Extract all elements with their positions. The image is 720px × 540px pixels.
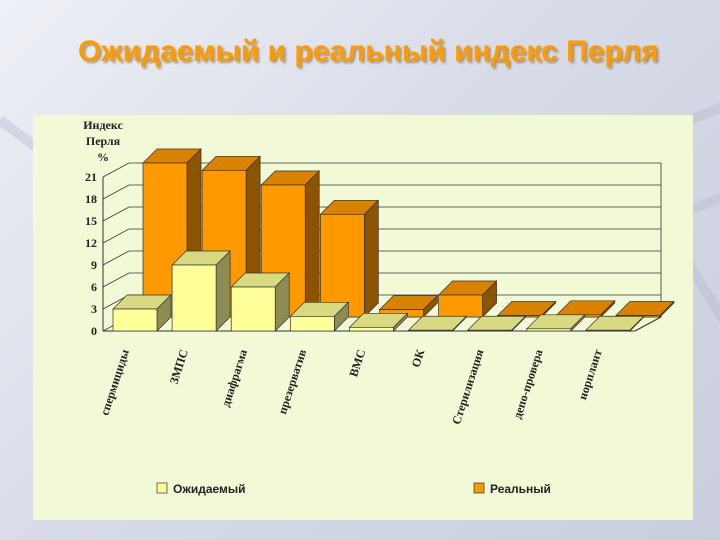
- bar-real-side: [304, 170, 320, 318]
- bar-real-top: [555, 300, 616, 316]
- legend-label-real: Реальный: [490, 482, 551, 496]
- gridline-side: [102, 228, 130, 244]
- y-tick-label: 9: [91, 258, 97, 272]
- y-tick-label: 15: [85, 214, 97, 228]
- x-tick-label: ВМС: [346, 348, 368, 379]
- x-tick-label: спермициды: [97, 347, 132, 417]
- x-tick-label: Стерилизация: [449, 347, 487, 426]
- y-tick-label: 21: [85, 170, 97, 184]
- x-tick-label: ОК: [409, 347, 428, 369]
- x-tick-label: диафрагма: [218, 348, 250, 409]
- floor-edge: [634, 316, 662, 332]
- bar-expected: [230, 286, 276, 332]
- bar-expected: [289, 315, 335, 332]
- gridline-side: [102, 206, 130, 222]
- bar-expected: [526, 328, 572, 332]
- y-axis-label: Индекс: [83, 118, 123, 132]
- bar-real-top: [496, 301, 557, 316]
- x-tick-label: депо-провера: [510, 348, 546, 421]
- y-axis-label: %: [97, 150, 109, 164]
- y-tick-label: 18: [85, 192, 97, 206]
- bar-real: [319, 213, 365, 318]
- gridline-side: [102, 272, 130, 288]
- y-tick-label: 6: [91, 280, 97, 294]
- x-tick-label: презерватив: [275, 347, 309, 416]
- bar-expected: [349, 326, 394, 332]
- bar-expected: [171, 264, 217, 332]
- y-tick-label: 12: [85, 236, 97, 250]
- bar-real: [438, 294, 483, 318]
- legend-swatch-real: [473, 482, 485, 494]
- legend-swatch-expected: [156, 482, 168, 494]
- bar-chart: 0 3 6 9 12 15 18 21 Индекс Перля% спермициды ЗМПС ди…: [83, 118, 675, 496]
- bar-expected-side: [215, 250, 231, 332]
- y-tick-label: 3: [91, 302, 97, 316]
- legend-label-expected: Ожидаемый: [173, 482, 246, 496]
- gridline-side: [102, 162, 130, 178]
- y-tick-label: 0: [91, 324, 97, 338]
- gridline-side: [102, 184, 130, 200]
- bar-expected: [585, 329, 631, 332]
- x-tick-label: ЗМПС: [167, 348, 191, 386]
- bar-expected-top: [407, 315, 468, 331]
- bar-expected-top: [585, 315, 645, 331]
- chart-panel: 0 3 6 9 12 15 18 21 Индекс Перля% спермициды ЗМПС ди…: [33, 115, 693, 520]
- bar-expected: [408, 329, 453, 332]
- bar-expected-top: [466, 315, 527, 331]
- slide-title: Ожидаемый и реальный индекс Перля: [78, 35, 659, 68]
- bar-real-top: [615, 301, 675, 316]
- bar-expected: [112, 308, 158, 332]
- gridline-side: [102, 250, 130, 266]
- bar-real-side: [363, 199, 379, 318]
- x-tick-label: норплант: [575, 348, 604, 402]
- bar-expected: [467, 329, 513, 332]
- y-axis-label: Перля: [86, 134, 121, 148]
